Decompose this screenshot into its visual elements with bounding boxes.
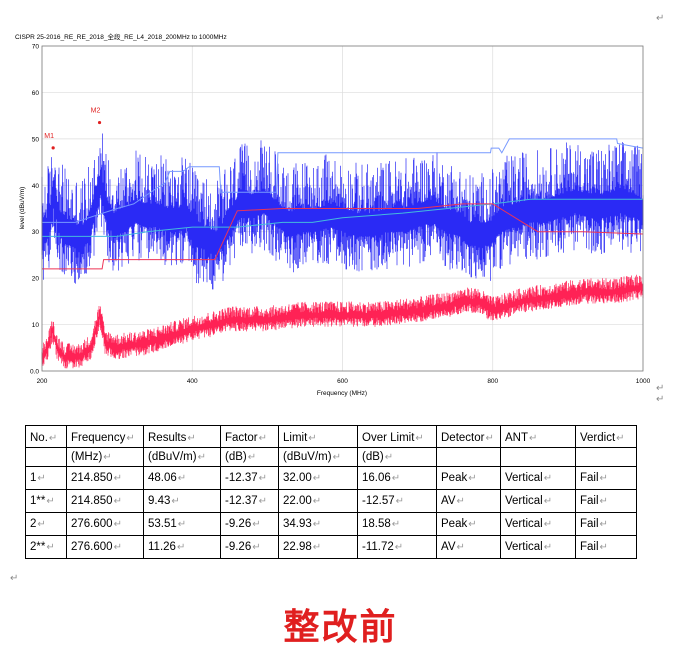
table-cell: 276.600↵ xyxy=(66,535,144,559)
table-cell: Limit↵ xyxy=(278,425,358,448)
y-axis-label: level (dBuV/m) xyxy=(19,187,26,230)
table-cell: Fail↵ xyxy=(575,535,637,559)
table-cell: Vertical↵ xyxy=(500,466,576,490)
table-cell: 214.850↵ xyxy=(66,466,144,490)
table-row: 1↵ 214.850↵ 48.06↵ -12.37↵ 32.00↵ 16.06↵ Peak↵… xyxy=(25,466,637,490)
table-cell xyxy=(25,447,67,467)
table-cell: ANT↵ xyxy=(500,425,576,448)
table-cell: 11.26↵ xyxy=(143,535,221,559)
table-cell: (dBuV/m)↵ xyxy=(143,447,221,467)
x-tick-label: 1000 xyxy=(636,378,651,385)
table-cell: 48.06↵ xyxy=(143,466,221,490)
table-cell: 22.98↵ xyxy=(278,535,358,559)
table-cell: -12.37↵ xyxy=(220,489,279,513)
table-cell: (dB)↵ xyxy=(220,447,279,467)
table-cell: AV↵ xyxy=(436,489,501,513)
table-cell: Peak↵ xyxy=(436,466,501,490)
table-row: 1**↵ 214.850↵ 9.43↵ -12.37↵ 22.00↵ -12.57↵ AV↵… xyxy=(25,489,637,513)
x-axis-label: Frequency (MHz) xyxy=(317,390,367,397)
marker-label: M2 xyxy=(91,108,101,115)
paragraph-mark: ↵ xyxy=(656,383,665,394)
table-row: 2**↵ 276.600↵ 11.26↵ -9.26↵ 22.98↵ -11.72↵ AV↵… xyxy=(25,535,637,559)
marker-label: M1 xyxy=(44,133,54,140)
table-cell xyxy=(575,447,637,467)
table-cell: Vertical↵ xyxy=(500,512,576,536)
y-tick-label: 60 xyxy=(32,90,40,97)
table-cell: Vertical↵ xyxy=(500,535,576,559)
y-tick-label: 40 xyxy=(32,183,40,190)
limit-line-1 xyxy=(42,138,644,223)
x-tick-labels: 200 400 600 800 1000 xyxy=(37,378,651,385)
table-cell: 32.00↵ xyxy=(278,466,358,490)
table-cell: Verdict↵ xyxy=(575,425,637,448)
lines-layer xyxy=(42,138,644,270)
table-cell: Fail↵ xyxy=(575,466,637,490)
y-tick-label: 50 xyxy=(32,136,40,143)
table-cell: 16.06↵ xyxy=(357,466,437,490)
table-row: 2↵ 276.600↵ 53.51↵ -9.26↵ 34.93↵ 18.58↵ Peak↵ V… xyxy=(25,512,637,536)
table-cell: -9.26↵ xyxy=(220,535,279,559)
table-cell: 9.43↵ xyxy=(143,489,221,513)
table-cell: -11.72↵ xyxy=(357,535,437,559)
table-cell: -12.37↵ xyxy=(220,466,279,490)
y-tick-label: 10 xyxy=(32,322,40,329)
table-header-row: (MHz)↵ (dBuV/m)↵ (dB)↵ (dBuV/m)↵ (dB)↵ xyxy=(25,447,637,467)
caption-title: 整改前 xyxy=(283,607,398,648)
plot-frame xyxy=(41,45,644,372)
table-cell: 34.93↵ xyxy=(278,512,358,536)
table-cell: AV↵ xyxy=(436,535,501,559)
paragraph-mark: ↵ xyxy=(656,13,665,24)
paragraph-mark: ↵ xyxy=(656,394,665,405)
table-cell: 1↵ xyxy=(25,466,67,490)
table-cell: (MHz)↵ xyxy=(66,447,144,467)
x-tick-label: 800 xyxy=(487,378,498,385)
chart-title: CISPR 25-2016_RE_RE_2018_全段_RE_L4_2018_2… xyxy=(15,32,227,41)
table-cell: 276.600↵ xyxy=(66,512,144,536)
table-cell: Factor↵ xyxy=(220,425,279,448)
table-cell: (dBuV/m)↵ xyxy=(278,447,358,467)
table-cell: (dB)↵ xyxy=(357,447,437,467)
table-cell: Detector↵ xyxy=(436,425,501,448)
marker-point xyxy=(97,120,102,125)
x-tick-label: 400 xyxy=(187,378,198,385)
table-header-row: No.↵ Frequency↵ Results↵ Factor↵ Limit↵ Over … xyxy=(25,425,637,448)
y-tick-label: 70 xyxy=(32,44,40,51)
results-table: No.↵ Frequency↵ Results↵ Factor↵ Limit↵ Over … xyxy=(25,425,637,559)
table-cell: Over Limit↵ xyxy=(357,425,437,448)
x-tick-label: 200 xyxy=(37,378,48,385)
table-cell: 2↵ xyxy=(25,512,67,536)
x-tick-label: 600 xyxy=(337,378,348,385)
table-cell: 22.00↵ xyxy=(278,489,358,513)
table-cell: No.↵ xyxy=(25,425,67,448)
marker-point xyxy=(51,146,55,150)
emission-chart: CISPR 25-2016_RE_RE_2018_全段_RE_L4_2018_2… xyxy=(15,32,651,397)
table-cell: Results↵ xyxy=(143,425,221,448)
table-cell: 18.58↵ xyxy=(357,512,437,536)
y-tick-label: 0.0 xyxy=(30,369,39,376)
y-tick-label: 20 xyxy=(32,276,40,283)
table-cell: 1**↵ xyxy=(25,489,67,513)
table-cell: Fail↵ xyxy=(575,512,637,536)
y-tick-label: 30 xyxy=(32,229,40,236)
marker-layer: M1 M2 xyxy=(44,108,102,150)
limit-line-3 xyxy=(42,203,644,270)
table-cell: 53.51↵ xyxy=(143,512,221,536)
table-cell: 2**↵ xyxy=(25,535,67,559)
paragraph-mark: ↵ xyxy=(10,573,19,584)
table-cell: Peak↵ xyxy=(436,512,501,536)
y-tick-labels: 0.0 10 20 30 40 50 60 70 xyxy=(30,44,39,376)
table-cell: -12.57↵ xyxy=(357,489,437,513)
table-cell xyxy=(500,447,576,467)
table-cell: Fail↵ xyxy=(575,489,637,513)
table-cell xyxy=(436,447,501,467)
table-cell: -9.26↵ xyxy=(220,512,279,536)
table-cell: Frequency↵ xyxy=(66,425,144,448)
limit-line-2 xyxy=(42,198,643,237)
noise-layer xyxy=(41,133,644,369)
table-cell: Vertical↵ xyxy=(500,489,576,513)
table-cell: 214.850↵ xyxy=(66,489,144,513)
